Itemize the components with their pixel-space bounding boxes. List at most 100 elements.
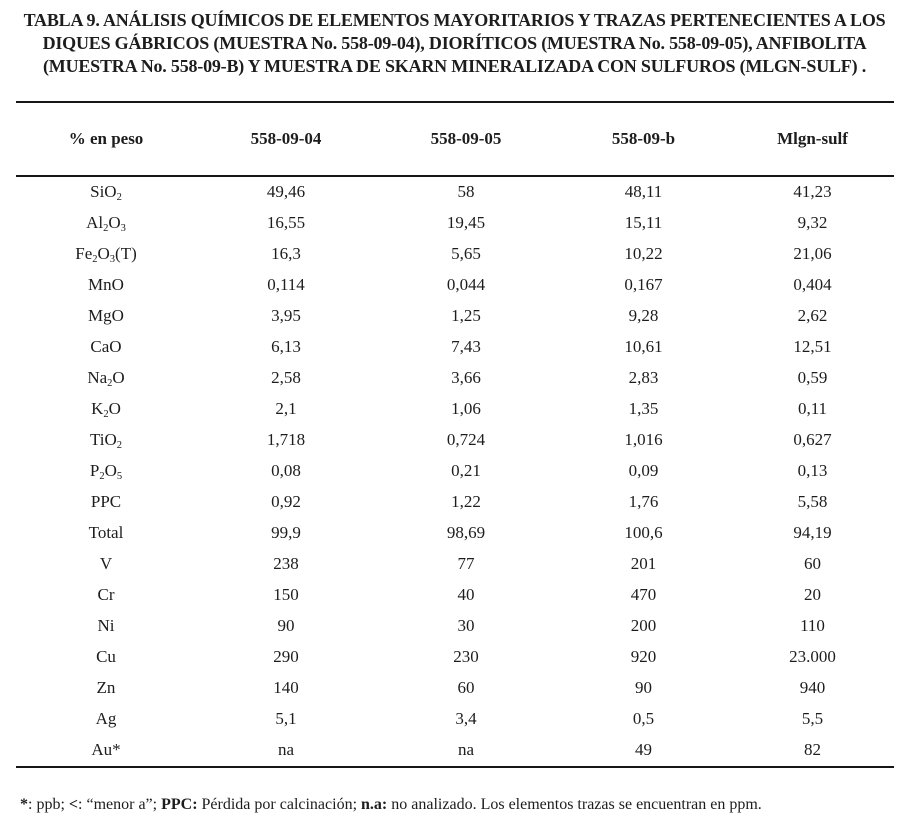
table-row: K2O 2,1 1,06 1,35 0,11: [16, 394, 894, 425]
cell-value: 200: [630, 616, 657, 635]
cell-value: 150: [273, 585, 299, 604]
cell-value: 0,11: [797, 399, 828, 418]
table-row: Total 99,9 98,69 100,6 94,19: [16, 518, 894, 549]
cell-value: 10,22: [624, 244, 663, 263]
footnote-abbreviation: <: [68, 795, 79, 813]
cell-value: 15,11: [624, 213, 663, 232]
row-label: Ag: [95, 709, 117, 728]
cell-value: 30: [457, 616, 475, 635]
column-header-unit: % en peso: [68, 129, 144, 148]
row-label: MnO: [88, 275, 124, 294]
cell-value: 3,66: [451, 368, 481, 387]
cell-value: 0,044: [446, 275, 486, 294]
column-header-558-09-05: 558-09-05: [430, 129, 502, 148]
cell-value: 0,21: [451, 461, 481, 480]
row-label: Zn: [96, 678, 116, 697]
table-body: SiO2 49,46 58 48,11 41,23 Al2O3 16,55 19,45 15,1…: [16, 177, 894, 766]
row-label: Ni: [97, 616, 115, 635]
cell-value: 2,1: [275, 399, 297, 418]
cell-value: 238: [273, 554, 299, 573]
cell-value: 0,404: [793, 275, 832, 294]
table-row: PPC 0,92 1,22 1,76 5,58: [16, 487, 894, 518]
cell-value: 9,32: [797, 213, 828, 232]
cell-value: 140: [273, 678, 299, 697]
cell-value: 16,55: [266, 213, 306, 232]
cell-value: 6,13: [271, 337, 301, 356]
row-label: Al2O3: [86, 213, 126, 234]
footnote-text: : “menor a”;: [78, 795, 162, 813]
cell-value: 2,83: [628, 368, 659, 387]
cell-value: 60: [457, 678, 475, 697]
cell-value: 1,22: [451, 492, 481, 511]
row-label: SiO2: [90, 182, 122, 203]
footnote-text: : ppb;: [28, 795, 69, 813]
cell-value: 48,11: [624, 182, 663, 201]
cell-value: 82: [804, 740, 821, 759]
cell-value: 0,114: [267, 275, 305, 294]
cell-value: 9,28: [628, 306, 659, 325]
cell-value: 0,92: [271, 492, 301, 511]
cell-value: 7,43: [451, 337, 481, 356]
cell-value: 20: [804, 585, 821, 604]
table-header-row: % en peso 558-09-04 558-09-05 558-09-b Mlgn-…: [16, 103, 894, 175]
table-row: MnO 0,114 0,044 0,167 0,404: [16, 270, 894, 301]
footnote-abbreviation: n.a:: [361, 795, 388, 813]
cell-value: 5,58: [797, 492, 828, 511]
cell-value: 23.000: [789, 647, 836, 666]
cell-value: 98,69: [446, 523, 486, 542]
cell-value: 5,1: [275, 709, 297, 728]
cell-value: 1,06: [451, 399, 481, 418]
table-title-line-2: DIQUES GÁBRICOS (MUESTRA No. 558-09-04),…: [42, 33, 867, 53]
footnote-abbreviation: PPC:: [161, 795, 198, 813]
cell-value: 1,25: [451, 306, 481, 325]
column-header-558-09-b: 558-09-b: [611, 129, 676, 148]
row-label: Cu: [96, 647, 116, 666]
cell-value: 90: [277, 616, 295, 635]
table-row: Cr 150 40 470 20: [16, 580, 894, 611]
cell-value: 41,23: [793, 182, 832, 201]
table-footnote: *: ppb; <: “menor a”; PPC: Pérdida por c…: [20, 795, 899, 815]
cell-value: 0,09: [628, 461, 659, 480]
cell-value: 5,65: [451, 244, 481, 263]
footnote-abbreviation: *: [20, 795, 28, 813]
cell-value: 940: [799, 678, 826, 697]
cell-value: 94,19: [793, 523, 832, 542]
row-label: Cr: [97, 585, 115, 604]
cell-value: 21,06: [793, 244, 832, 263]
cell-value: 1,76: [628, 492, 659, 511]
cell-value: 290: [273, 647, 299, 666]
cell-value: 0,08: [271, 461, 301, 480]
cell-value: 77: [457, 554, 475, 573]
cell-value: 0,5: [632, 709, 655, 728]
cell-value: 10,61: [624, 337, 663, 356]
cell-value: 110: [800, 616, 825, 635]
table-row: Ag 5,1 3,4 0,5 5,5: [16, 704, 894, 735]
row-label: K2O: [91, 399, 121, 420]
table-row: Ni 90 30 200 110: [16, 611, 894, 642]
column-header-558-09-04: 558-09-04: [250, 129, 322, 148]
table-row: Zn 140 60 90 940: [16, 673, 894, 704]
cell-value: 3,95: [271, 306, 301, 325]
cell-value: 5,5: [801, 709, 824, 728]
cell-value: 12,51: [793, 337, 832, 356]
cell-value: 1,718: [266, 430, 306, 449]
row-label: Na2O: [87, 368, 125, 389]
table-header-rule: [16, 175, 894, 177]
cell-value: 3,4: [455, 709, 477, 728]
row-label: Fe2O3(T): [75, 244, 137, 265]
table-row: TiO2 1,718 0,724 1,016 0,627: [16, 425, 894, 456]
cell-value: 49,46: [266, 182, 306, 201]
cell-value: 470: [630, 585, 657, 604]
table-title-line-3: (MUESTRA No. 558-09-B) Y MUESTRA DE SKAR…: [42, 56, 866, 76]
table-row: Na2O 2,58 3,66 2,83 0,59: [16, 363, 894, 394]
row-label: P2O5: [89, 461, 123, 482]
row-label: V: [99, 554, 113, 573]
footnote-text: no analizado. Los elementos trazas se en…: [387, 795, 762, 813]
row-label: CaO: [90, 337, 122, 356]
table-row: Al2O3 16,55 19,45 15,11 9,32: [16, 208, 894, 239]
row-label: TiO2: [89, 430, 123, 451]
cell-value: 99,9: [271, 523, 301, 542]
table-top-rule: [16, 101, 894, 103]
table-row: SiO2 49,46 58 48,11 41,23: [16, 177, 894, 208]
